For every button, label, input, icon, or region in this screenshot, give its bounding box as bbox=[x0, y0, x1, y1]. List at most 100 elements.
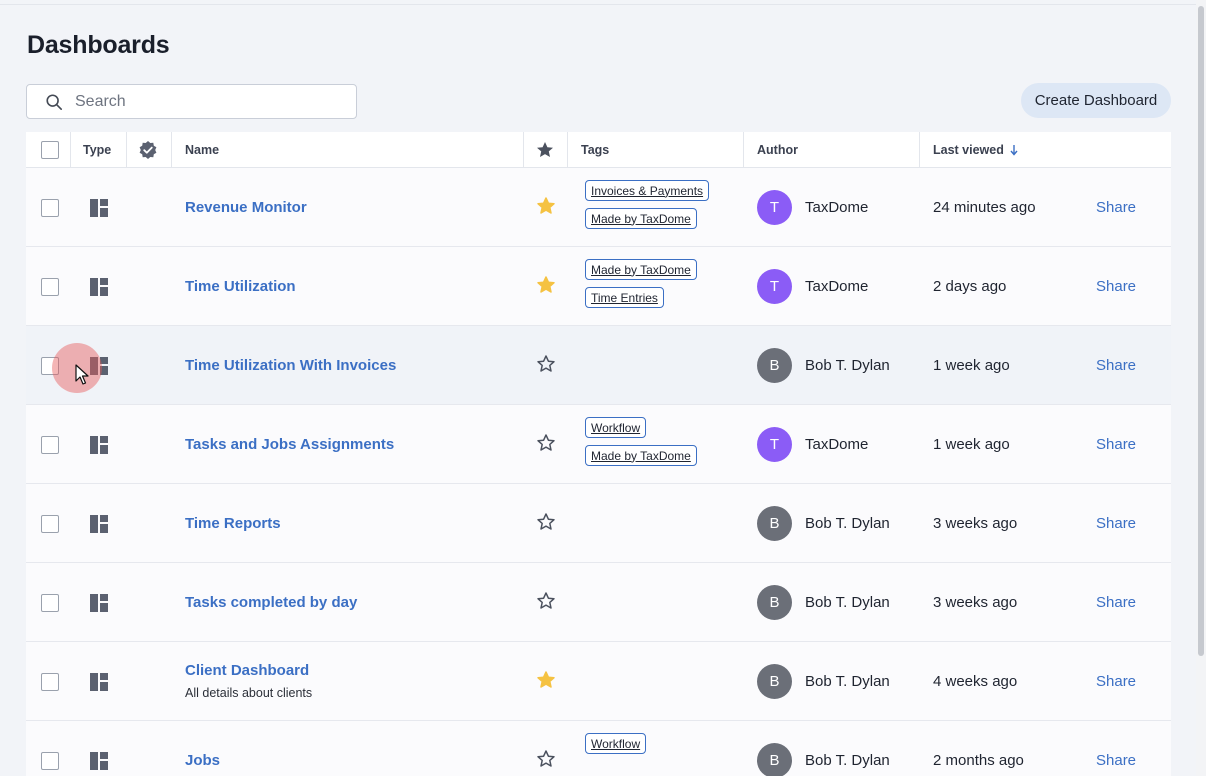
author-avatar: B bbox=[757, 506, 792, 541]
tag-chip[interactable]: Workflow bbox=[585, 417, 647, 438]
author-name: TaxDome bbox=[805, 199, 869, 216]
dashboard-name-link[interactable]: Client Dashboard bbox=[185, 662, 310, 679]
dashboards-table: Type Name Tags Author Last viewed bbox=[26, 132, 1171, 776]
author-avatar: T bbox=[757, 427, 792, 462]
column-header-author[interactable]: Author bbox=[757, 143, 798, 157]
tag-chip[interactable]: Workflow bbox=[585, 733, 647, 754]
table-row[interactable]: Tasks and Jobs Assignments Workflow Made … bbox=[26, 405, 1171, 484]
search-input[interactable] bbox=[75, 92, 356, 111]
author-avatar: B bbox=[757, 348, 792, 383]
row-checkbox[interactable] bbox=[41, 436, 59, 454]
share-link[interactable]: Share bbox=[1096, 436, 1137, 453]
star-outline-icon[interactable] bbox=[536, 591, 556, 611]
tag-chip[interactable]: Time Entries bbox=[585, 287, 664, 308]
select-all-checkbox[interactable] bbox=[41, 141, 59, 159]
table-header: Type Name Tags Author Last viewed bbox=[26, 132, 1171, 168]
row-checkbox[interactable] bbox=[41, 199, 59, 217]
star-header-icon[interactable] bbox=[535, 140, 555, 160]
dashboard-name-link[interactable]: Time Reports bbox=[185, 515, 281, 532]
column-divider bbox=[523, 132, 524, 168]
last-viewed: 2 months ago bbox=[933, 752, 1024, 769]
search-box[interactable] bbox=[26, 84, 357, 119]
column-divider bbox=[919, 132, 920, 168]
share-link[interactable]: Share bbox=[1096, 357, 1137, 374]
column-divider bbox=[567, 132, 568, 168]
dashboards-page: Dashboards Create Dashboard Type Name bbox=[0, 4, 1196, 776]
tag-chip[interactable]: Made by TaxDome bbox=[585, 445, 697, 466]
tag-chip[interactable]: Invoices & Payments bbox=[585, 180, 710, 201]
dashboard-name-link[interactable]: Time Utilization With Invoices bbox=[185, 357, 397, 374]
column-divider bbox=[743, 132, 744, 168]
share-link[interactable]: Share bbox=[1096, 515, 1137, 532]
share-link[interactable]: Share bbox=[1096, 278, 1137, 295]
row-checkbox[interactable] bbox=[41, 357, 59, 375]
dashboard-name-link[interactable]: Jobs bbox=[185, 752, 221, 769]
table-row[interactable]: Time Utilization Made by TaxDome Time Ent… bbox=[26, 247, 1171, 326]
dashboard-name-link[interactable]: Time Utilization bbox=[185, 278, 296, 295]
author-name: TaxDome bbox=[805, 436, 869, 453]
table-body: Revenue Monitor Invoices & Payments Made … bbox=[26, 168, 1171, 776]
star-outline-icon[interactable] bbox=[536, 433, 556, 453]
author-name: Bob T. Dylan bbox=[805, 752, 890, 769]
table-row[interactable]: Revenue Monitor Invoices & Payments Made … bbox=[26, 168, 1171, 247]
dashboard-type-icon bbox=[90, 752, 108, 770]
mouse-cursor-icon bbox=[75, 364, 89, 385]
author-name: Bob T. Dylan bbox=[805, 673, 890, 690]
column-header-last-viewed-label: Last viewed bbox=[933, 143, 1004, 157]
star-filled-icon[interactable] bbox=[536, 275, 556, 295]
column-header-name[interactable]: Name bbox=[185, 143, 220, 157]
search-icon bbox=[46, 93, 63, 110]
author-name: Bob T. Dylan bbox=[805, 594, 890, 611]
create-dashboard-button[interactable]: Create Dashboard bbox=[1021, 83, 1171, 118]
column-divider bbox=[70, 132, 71, 168]
table-row[interactable]: Tasks completed by day B Bob T. Dylan 3 we… bbox=[26, 563, 1171, 642]
column-header-last-viewed[interactable]: Last viewed bbox=[933, 132, 1019, 168]
last-viewed: 2 days ago bbox=[933, 278, 1007, 295]
share-link[interactable]: Share bbox=[1096, 673, 1137, 690]
share-link[interactable]: Share bbox=[1096, 752, 1137, 769]
star-outline-icon[interactable] bbox=[536, 512, 556, 532]
row-checkbox[interactable] bbox=[41, 752, 59, 770]
table-row[interactable]: Time Utilization With Invoices B Bob T. D… bbox=[26, 326, 1171, 405]
row-checkbox[interactable] bbox=[41, 673, 59, 691]
arrow-down-icon bbox=[1010, 145, 1018, 156]
column-header-tags[interactable]: Tags bbox=[581, 143, 610, 157]
table-row[interactable]: Client Dashboard All details about client… bbox=[26, 642, 1171, 721]
star-outline-icon[interactable] bbox=[536, 354, 556, 374]
dashboard-type-icon bbox=[90, 199, 108, 217]
verified-badge-icon[interactable] bbox=[138, 140, 158, 160]
star-filled-icon[interactable] bbox=[536, 670, 556, 690]
dashboard-name-link[interactable]: Tasks and Jobs Assignments bbox=[185, 436, 395, 453]
last-viewed: 3 weeks ago bbox=[933, 594, 1018, 611]
share-link[interactable]: Share bbox=[1096, 199, 1137, 216]
row-checkbox[interactable] bbox=[41, 278, 59, 296]
column-header-type[interactable]: Type bbox=[83, 143, 112, 157]
table-row[interactable]: Jobs Workflow B Bob T. Dylan 2 months ago Sh… bbox=[26, 721, 1171, 776]
author-avatar: B bbox=[757, 743, 792, 776]
last-viewed: 1 week ago bbox=[933, 436, 1010, 453]
share-link[interactable]: Share bbox=[1096, 594, 1137, 611]
author-avatar: B bbox=[757, 585, 792, 620]
tag-chip[interactable]: Made by TaxDome bbox=[585, 259, 697, 280]
star-filled-icon[interactable] bbox=[536, 196, 556, 216]
page-title: Dashboards bbox=[27, 31, 170, 59]
author-name: Bob T. Dylan bbox=[805, 357, 890, 374]
author-avatar: T bbox=[757, 269, 792, 304]
dashboard-name-link[interactable]: Tasks completed by day bbox=[185, 594, 358, 611]
dashboard-name-link[interactable]: Revenue Monitor bbox=[185, 199, 307, 216]
column-divider bbox=[171, 132, 172, 168]
dashboard-type-icon bbox=[90, 278, 108, 296]
column-divider bbox=[126, 132, 127, 168]
last-viewed: 24 minutes ago bbox=[933, 199, 1036, 216]
page-scrollbar[interactable] bbox=[1196, 0, 1206, 776]
star-outline-icon[interactable] bbox=[536, 749, 556, 769]
row-checkbox[interactable] bbox=[41, 515, 59, 533]
table-row[interactable]: Time Reports B Bob T. Dylan 3 weeks ago Sha… bbox=[26, 484, 1171, 563]
tag-chip[interactable]: Made by TaxDome bbox=[585, 208, 697, 229]
dashboard-type-icon bbox=[90, 436, 108, 454]
scrollbar-thumb[interactable] bbox=[1198, 6, 1204, 656]
author-name: TaxDome bbox=[805, 278, 869, 295]
row-checkbox[interactable] bbox=[41, 594, 59, 612]
dashboard-type-icon bbox=[90, 515, 108, 533]
author-name: Bob T. Dylan bbox=[805, 515, 890, 532]
